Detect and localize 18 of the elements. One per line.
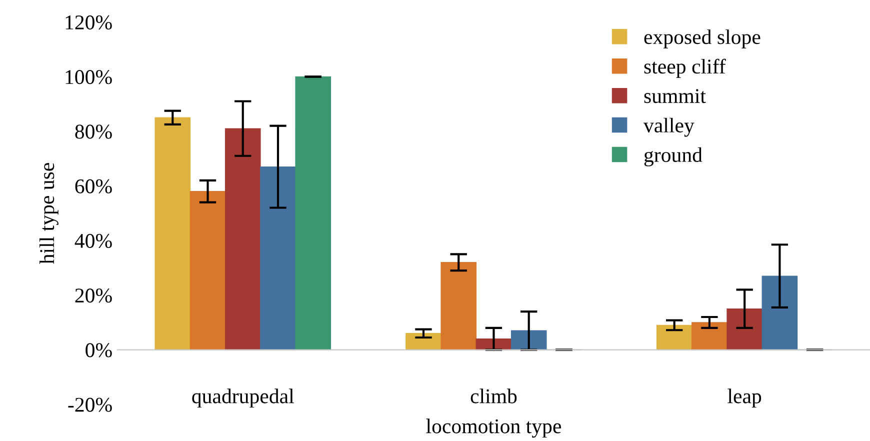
y-tick-label: 60% — [75, 179, 112, 194]
x-tick-label: quadrupedal — [192, 388, 294, 408]
legend-label: summit — [644, 89, 706, 104]
y-tick-label: 120% — [66, 15, 112, 30]
x-tick-label: climb — [470, 388, 517, 404]
y-tick-label: 40% — [74, 234, 112, 248]
y-tick-label: 100% — [66, 70, 112, 84]
y-tick-label: 20% — [75, 288, 112, 303]
legend-label: steep cliff — [644, 58, 726, 78]
legend-label: valley — [643, 118, 694, 137]
y-axis-title: hill type use — [39, 163, 58, 264]
y-tick-label: 0% — [86, 343, 112, 358]
y-tick-label: -20% — [68, 398, 112, 412]
y-tick-label: 80% — [75, 124, 112, 139]
x-tick-label: leap — [728, 388, 762, 408]
legend-label: exposed slope — [644, 29, 760, 48]
legend-label: ground — [644, 147, 702, 166]
x-axis-title: locomotion type — [426, 418, 561, 438]
